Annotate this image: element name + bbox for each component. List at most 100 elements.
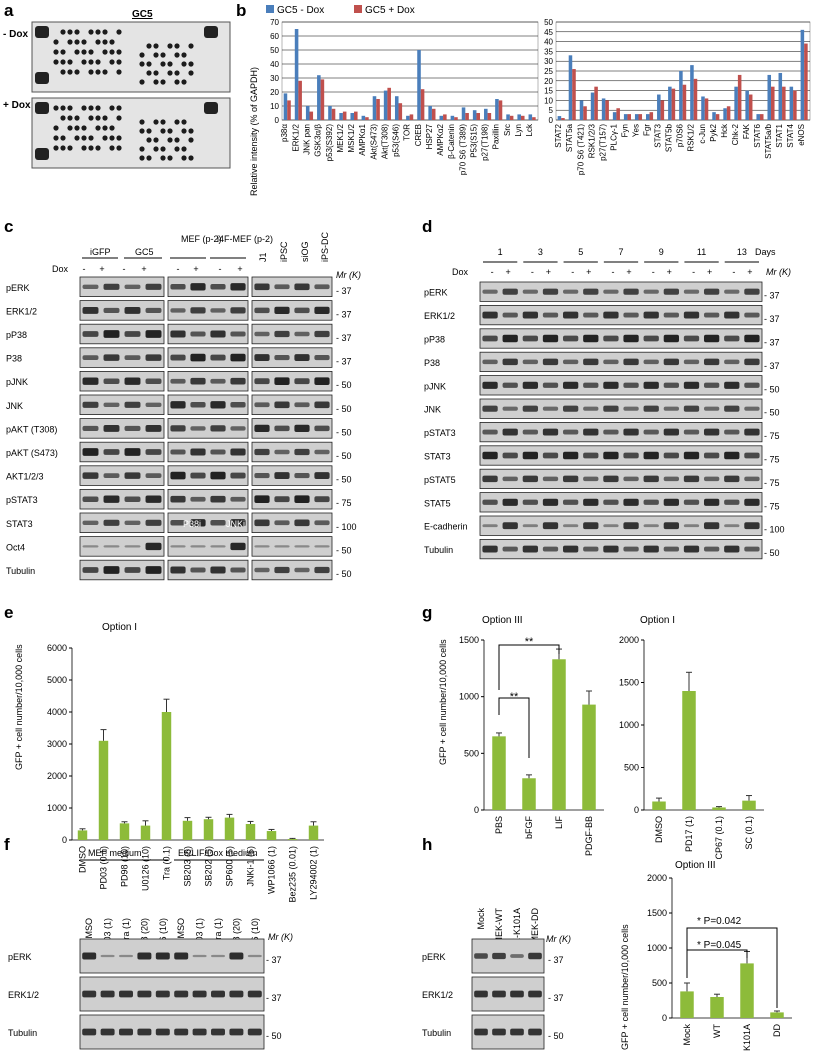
array-dot: [153, 52, 159, 58]
mw-marker: - 50: [266, 1031, 282, 1041]
blot-band: [103, 566, 120, 574]
blot-band: [623, 358, 639, 366]
y-tick-label: 2000: [47, 771, 67, 781]
blot-band: [510, 990, 524, 998]
bar: [660, 100, 665, 120]
blot-band: [145, 283, 162, 290]
blot-band: [492, 952, 506, 960]
array-dot: [67, 39, 73, 45]
blot-strip: [251, 488, 333, 510]
dox-sign: +: [193, 264, 198, 274]
blot-row-label: pERK: [6, 283, 30, 293]
bar: [406, 115, 410, 120]
blot-band: [482, 289, 498, 294]
blot-band: [124, 472, 141, 479]
bar: [476, 113, 481, 120]
chart-g-left: 0 500 1000 1500 PBS bFGF LIF PDGF-BB ** **: [459, 635, 604, 856]
blot-band: [210, 520, 226, 526]
array-dot: [167, 61, 173, 67]
blot-band: [230, 542, 246, 551]
x-tick-label: p70 S6 (T389): [458, 124, 467, 175]
bar: [428, 106, 432, 120]
blot-band: [230, 283, 246, 291]
array-dot: [167, 70, 173, 76]
x-tick-label: STAT2: [554, 123, 563, 147]
bar: [498, 100, 503, 120]
blot-band: [229, 1028, 244, 1036]
blot-band: [502, 312, 518, 318]
blot-band: [744, 334, 760, 343]
blot-band: [314, 284, 330, 290]
blot-band: [482, 451, 498, 460]
array-dot: [174, 146, 180, 152]
blot-row-label: pERK: [424, 288, 448, 298]
blot-row-label: Oct4: [6, 542, 25, 552]
blot-row-label: pERK: [422, 952, 446, 962]
array-dot: [60, 29, 66, 35]
c-group-gc5: GC5: [135, 247, 154, 257]
blot-band: [703, 312, 720, 318]
blot-band: [663, 358, 680, 366]
blot-band: [170, 354, 186, 361]
dox-sign: +: [747, 267, 752, 277]
blot-strip: [251, 441, 333, 463]
blot-band: [314, 425, 330, 432]
blot-band: [502, 546, 518, 552]
blot-strip: [167, 465, 249, 486]
array-dot: [139, 52, 145, 58]
blot-strip: [79, 418, 165, 439]
blot-band: [254, 545, 270, 548]
significance-bracket: [498, 644, 560, 690]
blot-band: [103, 307, 120, 313]
mw-marker: - 50: [764, 408, 780, 418]
array-dot: [139, 146, 145, 152]
bar: [601, 98, 606, 120]
blot-band: [314, 520, 330, 526]
c-dox-label: Dox: [52, 264, 69, 274]
blot-band: [542, 546, 559, 552]
x-tick-label: MEK1/2: [336, 123, 345, 152]
blot-strip: [167, 323, 249, 345]
blot-band: [562, 405, 579, 412]
bar: [710, 997, 724, 1018]
bar: [605, 100, 609, 120]
blot-band: [643, 289, 659, 294]
panel-label-b: b: [236, 1, 246, 20]
y-tick-label: 25: [544, 67, 553, 76]
dox-sign: -: [571, 267, 574, 277]
dox-sign: -: [491, 267, 494, 277]
blot-band: [103, 473, 120, 478]
blot-band: [522, 451, 539, 460]
lane-label: DMSO: [176, 918, 186, 945]
bar: [287, 839, 298, 840]
blot-band: [683, 524, 700, 528]
bar: [726, 106, 731, 120]
x-tick-label: PDGF-BB: [584, 816, 594, 856]
array-dot: [60, 145, 66, 151]
blot-row-label: E-cadherin: [424, 522, 468, 532]
x-tick-label: STAT4: [786, 123, 795, 147]
blot-band: [583, 476, 599, 482]
blot-band: [274, 377, 290, 386]
array-dot: [174, 43, 180, 49]
bar: [782, 86, 786, 120]
blot-band: [703, 358, 720, 366]
array-dot: [60, 135, 66, 141]
array-dot: [139, 79, 145, 85]
blot-band: [724, 524, 740, 528]
chart-h: 0 500 1000 1500 2000 Mock WT K101A DD * P=0.042 * …: [647, 873, 792, 1051]
blot-band: [145, 307, 162, 313]
blot-strip: [479, 445, 763, 466]
array-dot: [146, 70, 152, 76]
array-dot: [95, 29, 101, 35]
blot-band: [542, 452, 559, 459]
dox-sign: -: [692, 267, 695, 277]
bar: [472, 110, 477, 120]
array-dot: [67, 115, 73, 121]
y-tick-label: 60: [270, 32, 279, 41]
x-tick-label: HSP27: [425, 123, 434, 149]
blot-row-label: STAT5: [424, 498, 451, 508]
x-tick-label: Paxillin: [492, 124, 501, 149]
blot-row-label: pSTAT5: [424, 475, 456, 485]
blot-strip: [79, 536, 165, 557]
